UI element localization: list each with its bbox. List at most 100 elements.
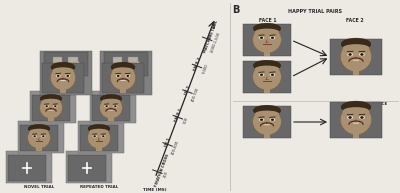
Ellipse shape xyxy=(270,118,275,121)
Text: FACE 1: FACE 1 xyxy=(174,108,183,123)
Ellipse shape xyxy=(264,124,270,125)
Ellipse shape xyxy=(50,65,76,90)
Text: REPEATED HAPPY FACE: REPEATED HAPPY FACE xyxy=(335,102,387,106)
Text: FACE 2: FACE 2 xyxy=(193,57,202,72)
Ellipse shape xyxy=(348,116,352,119)
Bar xyxy=(44,52,88,76)
Bar xyxy=(113,57,122,67)
Bar xyxy=(90,91,136,123)
Bar xyxy=(40,51,92,95)
Ellipse shape xyxy=(92,135,97,137)
Bar xyxy=(80,125,118,151)
Ellipse shape xyxy=(117,75,120,77)
Ellipse shape xyxy=(40,94,62,103)
Bar xyxy=(102,63,144,93)
Text: REPEATED TRIAL: REPEATED TRIAL xyxy=(80,185,118,189)
Bar xyxy=(264,132,270,138)
Ellipse shape xyxy=(89,129,109,134)
Polygon shape xyxy=(133,61,143,67)
Bar xyxy=(352,131,360,138)
Ellipse shape xyxy=(359,116,365,119)
Ellipse shape xyxy=(42,135,44,137)
Ellipse shape xyxy=(259,36,264,39)
Ellipse shape xyxy=(340,105,372,135)
Ellipse shape xyxy=(88,127,110,149)
Ellipse shape xyxy=(66,75,69,77)
Ellipse shape xyxy=(271,37,274,39)
Ellipse shape xyxy=(253,60,281,71)
Text: 5,000: 5,000 xyxy=(202,63,209,75)
Ellipse shape xyxy=(270,36,275,39)
Bar xyxy=(128,57,138,67)
Text: NOVEL TRIAL: NOVEL TRIAL xyxy=(24,185,54,189)
Ellipse shape xyxy=(352,123,360,124)
Ellipse shape xyxy=(253,63,281,90)
Ellipse shape xyxy=(54,105,56,107)
Bar xyxy=(102,61,148,93)
Ellipse shape xyxy=(341,38,371,50)
Ellipse shape xyxy=(270,73,275,76)
Ellipse shape xyxy=(34,135,36,137)
Ellipse shape xyxy=(359,53,365,56)
Ellipse shape xyxy=(347,53,353,56)
Bar xyxy=(42,61,88,93)
Bar xyxy=(60,88,66,93)
Bar xyxy=(30,91,76,123)
Ellipse shape xyxy=(44,105,49,108)
Ellipse shape xyxy=(51,62,75,72)
Ellipse shape xyxy=(253,23,281,34)
Ellipse shape xyxy=(271,119,274,121)
Ellipse shape xyxy=(126,75,129,77)
Ellipse shape xyxy=(253,108,281,135)
Bar xyxy=(104,52,148,76)
Ellipse shape xyxy=(116,74,121,77)
Bar xyxy=(8,155,46,181)
Bar xyxy=(352,69,360,75)
Ellipse shape xyxy=(102,135,104,137)
Ellipse shape xyxy=(60,80,66,81)
Ellipse shape xyxy=(255,111,279,117)
Ellipse shape xyxy=(53,105,58,108)
Bar xyxy=(68,155,106,181)
Text: ISI 1: ISI 1 xyxy=(164,138,171,148)
Ellipse shape xyxy=(40,97,62,119)
Ellipse shape xyxy=(111,62,135,72)
Text: TIME (MS): TIME (MS) xyxy=(143,188,167,192)
Bar xyxy=(243,24,291,56)
Bar xyxy=(100,51,152,95)
Ellipse shape xyxy=(41,135,46,137)
Text: MATCHING TASK: MATCHING TASK xyxy=(204,20,219,54)
Ellipse shape xyxy=(57,75,60,77)
Bar xyxy=(20,125,58,151)
Bar xyxy=(53,57,62,67)
Ellipse shape xyxy=(260,119,263,121)
Text: FIXATION CROSS: FIXATION CROSS xyxy=(154,153,170,187)
Ellipse shape xyxy=(88,124,110,133)
Bar xyxy=(120,88,126,93)
Ellipse shape xyxy=(46,105,48,107)
Ellipse shape xyxy=(108,110,114,111)
Bar xyxy=(66,151,112,183)
Ellipse shape xyxy=(260,37,263,39)
Ellipse shape xyxy=(271,74,274,76)
Bar xyxy=(6,151,52,183)
Bar xyxy=(243,106,291,138)
Ellipse shape xyxy=(101,135,106,137)
Ellipse shape xyxy=(253,105,281,116)
Ellipse shape xyxy=(255,29,279,35)
Ellipse shape xyxy=(253,26,281,53)
Bar xyxy=(264,50,270,56)
Ellipse shape xyxy=(29,129,49,134)
Ellipse shape xyxy=(28,127,50,149)
Ellipse shape xyxy=(341,101,371,113)
Ellipse shape xyxy=(94,135,96,137)
Text: B: B xyxy=(232,5,239,15)
Text: 200: 200 xyxy=(163,171,169,179)
Ellipse shape xyxy=(352,59,360,61)
Ellipse shape xyxy=(113,105,118,108)
Ellipse shape xyxy=(100,94,122,103)
Ellipse shape xyxy=(340,41,372,72)
Bar xyxy=(78,121,124,153)
Ellipse shape xyxy=(259,118,264,121)
Bar xyxy=(92,95,130,121)
